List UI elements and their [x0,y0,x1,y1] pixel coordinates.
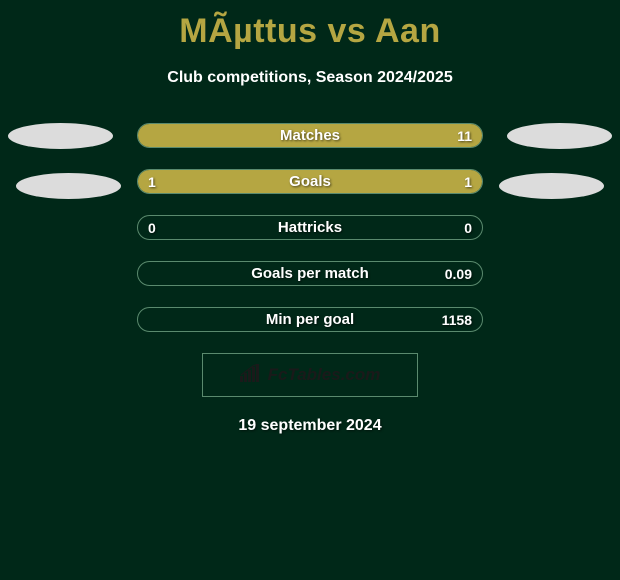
player-right-shape-top [507,123,612,149]
source-logo-text: FcTables.com [268,365,381,385]
stat-row-hattricks: 0 Hattricks 0 [137,215,483,240]
stat-label: Matches [138,124,482,147]
stat-value-right: 0.09 [445,262,472,285]
stat-label: Goals [138,170,482,193]
stat-value-right: 1 [464,170,472,193]
page-subtitle: Club competitions, Season 2024/2025 [0,69,620,87]
stat-row-matches: Matches 11 [137,123,483,148]
player-left-shape-bot [16,173,121,199]
stat-row-min-per-goal: Min per goal 1158 [137,307,483,332]
source-logo[interactable]: FcTables.com [202,353,418,397]
stat-rows: Matches 11 1 Goals 1 0 Hattricks 0 Goals… [137,123,483,332]
player-right-shape-bot [499,173,604,199]
stat-row-goals-per-match: Goals per match 0.09 [137,261,483,286]
player-left-shape-top [8,123,113,149]
bar-chart-icon [240,364,262,387]
stat-label: Goals per match [138,262,482,285]
date-label: 19 september 2024 [0,417,620,435]
stat-row-goals: 1 Goals 1 [137,169,483,194]
stat-value-right: 0 [464,216,472,239]
comparison-area: Matches 11 1 Goals 1 0 Hattricks 0 Goals… [0,123,620,435]
stat-label: Hattricks [138,216,482,239]
page-title: MÃµttus vs Aan [0,0,620,51]
stat-value-right: 11 [457,124,472,147]
stat-label: Min per goal [138,308,482,331]
stat-value-right: 1158 [442,308,472,331]
